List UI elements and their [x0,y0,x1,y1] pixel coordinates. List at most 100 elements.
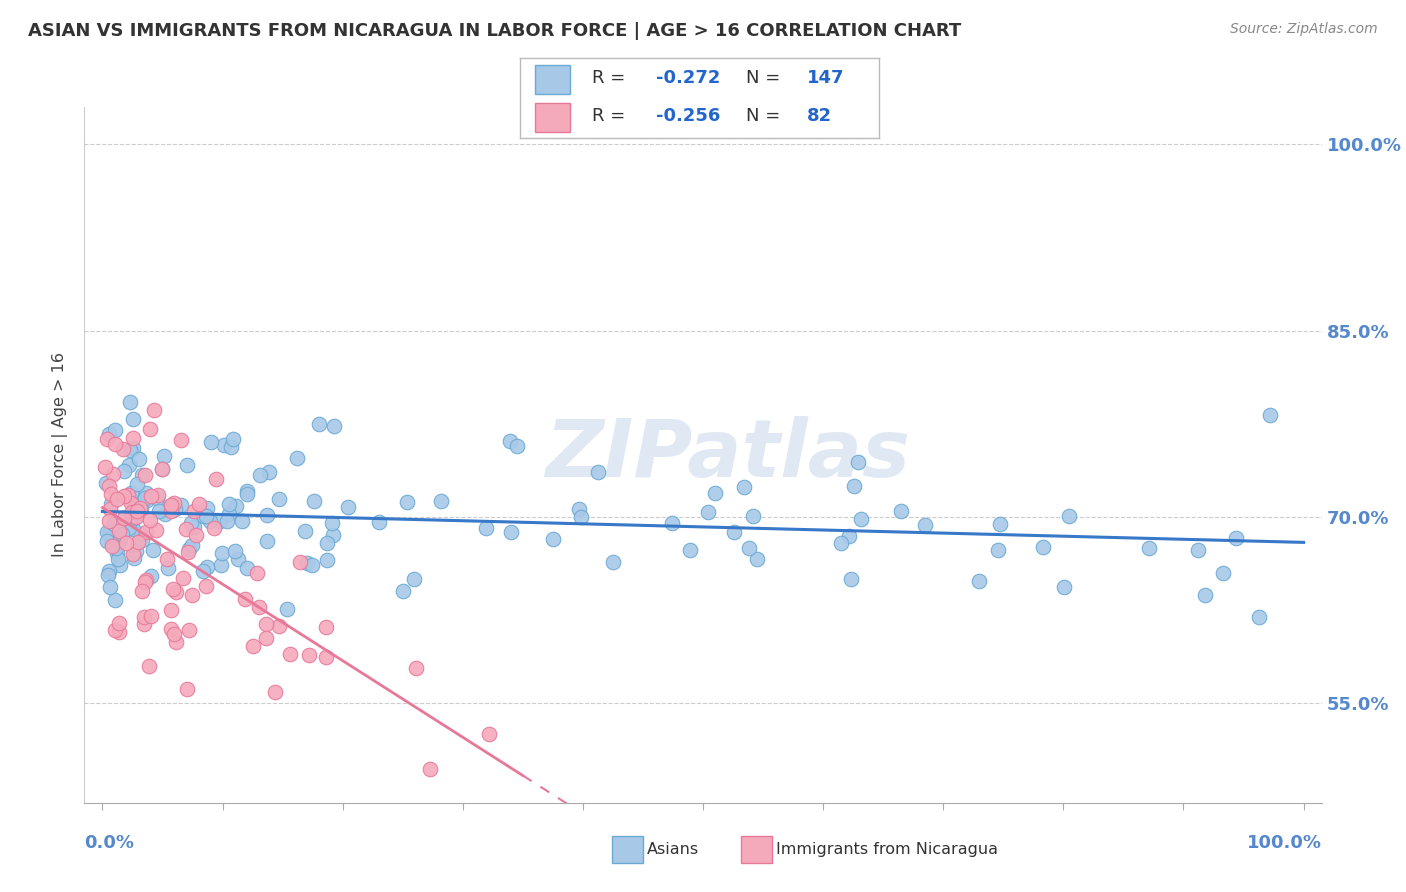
Point [209,514,232,528]
Point [128,501,150,516]
Point [225,500,247,514]
Point [506,439,529,453]
Point [236,486,259,500]
Point [301,558,323,572]
Point [127,504,149,518]
Point [218,497,240,511]
Point [288,555,311,569]
Point [135,492,157,507]
Point [139,513,162,527]
Point [475,521,498,535]
Point [117,487,139,501]
Point [139,422,162,436]
Point [195,508,218,523]
Point [105,546,128,560]
Point [315,552,337,566]
Point [131,468,153,483]
Point [195,579,218,593]
Point [112,442,135,457]
Point [105,541,128,556]
Point [215,514,238,528]
Point [145,523,167,537]
Point [163,496,186,510]
Point [336,500,359,514]
Point [146,488,169,502]
Point [298,648,321,662]
Point [100,502,122,516]
Point [134,574,156,589]
Point [1053,580,1076,594]
Point [176,458,198,472]
Point [127,534,149,549]
Point [112,489,135,503]
Point [478,727,501,741]
Point [219,441,242,455]
Point [100,486,122,500]
Point [112,464,135,478]
Point [742,509,765,524]
Point [145,491,167,505]
Point [125,510,148,524]
Point [499,434,522,449]
Point [183,520,205,534]
Point [697,505,720,519]
Point [679,543,702,558]
Point [745,552,768,566]
Point [402,572,425,586]
Point [138,659,160,673]
Point [249,468,271,483]
Point [94,459,117,474]
Point [104,593,127,607]
Point [107,552,129,566]
Text: -0.272: -0.272 [657,69,721,87]
Point [96,524,118,539]
Point [163,627,186,641]
Point [120,495,142,509]
Point [104,437,127,451]
Point [120,486,142,500]
Point [839,572,862,586]
Point [224,544,246,558]
Point [112,510,135,524]
Point [295,556,318,570]
Point [1032,540,1054,554]
Point [177,623,200,637]
Point [1258,408,1281,422]
Point [139,569,162,583]
Point [226,552,249,566]
Point [254,631,277,645]
Point [114,509,136,524]
Point [181,588,204,602]
Point [733,480,755,494]
Point [231,514,253,528]
Point [254,617,277,632]
Point [218,508,240,522]
Point [121,547,143,561]
Text: -0.256: -0.256 [657,107,721,125]
Point [195,559,218,574]
Point [134,468,156,483]
Point [1212,566,1234,580]
Point [153,449,176,463]
Point [100,497,122,511]
Point [914,518,936,533]
Point [94,475,117,490]
Point [367,515,389,529]
Point [294,524,316,538]
Point [233,592,256,607]
Point [157,561,180,575]
Text: 0.0%: 0.0% [84,834,135,852]
Point [723,524,745,539]
Text: R =: R = [592,107,631,125]
Point [391,584,413,599]
Point [122,441,145,455]
Point [1057,509,1080,524]
Point [114,535,136,549]
Point [543,532,565,546]
Point [98,478,121,492]
Point [111,527,134,541]
Point [247,600,270,615]
Point [256,533,278,548]
Point [302,494,325,508]
Point [159,602,181,616]
